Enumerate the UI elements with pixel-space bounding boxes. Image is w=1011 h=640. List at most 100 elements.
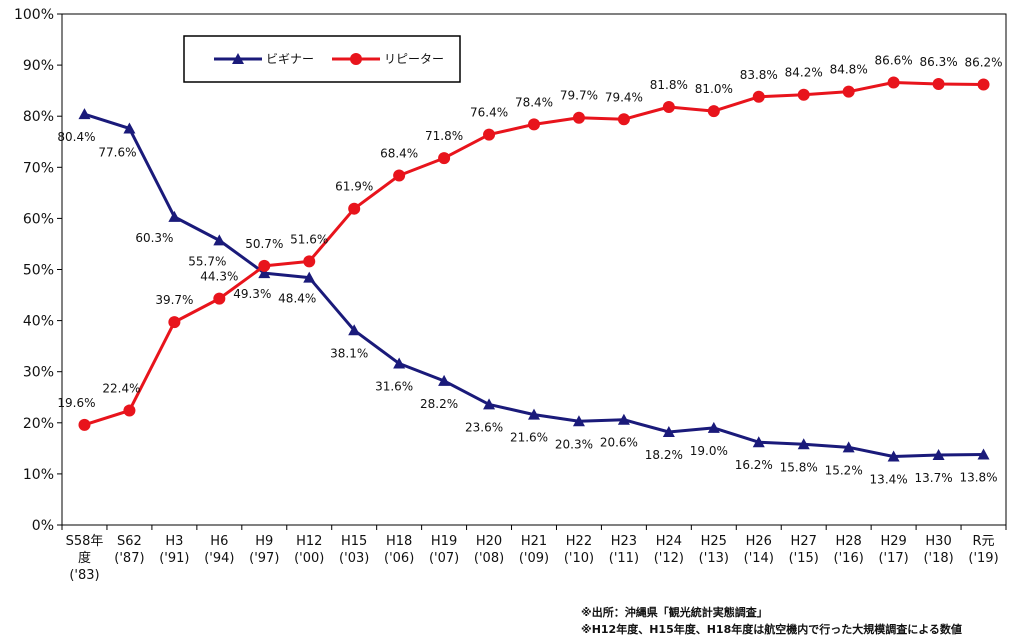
- beginner-point: [258, 267, 271, 279]
- beginner-point: [662, 425, 675, 437]
- survey-note: ※H12年度、H15年度、H18年度は航空機内で行った大規模調査による数値: [581, 622, 962, 636]
- beginner-point: [303, 271, 316, 283]
- repeater-data-label: 50.7%: [245, 237, 283, 251]
- repeater-data-label: 81.0%: [695, 82, 733, 96]
- repeater-point: [483, 128, 496, 141]
- repeater-point: [842, 85, 855, 98]
- beginner-data-label: 31.6%: [375, 380, 413, 394]
- legend-marker-beginner: [232, 53, 244, 64]
- y-tick-label: 30%: [23, 365, 54, 381]
- beginner-point: [348, 324, 361, 336]
- beginner-point: [168, 210, 181, 222]
- beginner-data-label: 80.4%: [57, 130, 95, 144]
- repeater-point: [932, 78, 945, 91]
- x-tick-label: H23 ('11): [609, 534, 639, 566]
- legend-label-repeater: リピーター: [384, 52, 444, 66]
- y-tick-label: 10%: [23, 467, 54, 483]
- x-tick-label: H27 ('15): [789, 534, 819, 566]
- repeater-data-label: 86.3%: [920, 55, 958, 69]
- legend-label-beginner: ビギナー: [266, 52, 314, 66]
- beginner-point: [123, 122, 136, 134]
- beginner-data-label: 13.7%: [915, 471, 953, 485]
- repeater-data-label: 68.4%: [380, 146, 418, 160]
- beginner-data-label: 13.8%: [959, 470, 997, 484]
- x-tick-label: H30 ('18): [923, 534, 953, 566]
- repeater-point: [887, 76, 900, 89]
- repeater-point: [528, 118, 540, 131]
- y-tick-label: 50%: [23, 263, 54, 279]
- beginner-data-label: 21.6%: [510, 431, 548, 445]
- x-tick-label: H28 ('16): [834, 534, 864, 566]
- repeater-point: [752, 90, 765, 103]
- beginner-data-label: 19.0%: [690, 444, 728, 458]
- repeater-point: [572, 111, 585, 124]
- y-tick-label: 90%: [23, 58, 54, 74]
- repeater-data-label: 86.2%: [964, 56, 1002, 70]
- x-tick-label: H3 ('91): [159, 534, 189, 566]
- repeater-data-label: 79.7%: [560, 89, 598, 103]
- repeater-data-label: 19.6%: [57, 396, 95, 410]
- beginner-point: [393, 357, 406, 369]
- repeater-point: [393, 169, 406, 182]
- beginner-point: [78, 108, 91, 120]
- beginner-data-label: 20.3%: [555, 437, 593, 451]
- x-tick-label: H9 ('97): [249, 534, 279, 566]
- beginner-data-label: 13.4%: [870, 473, 908, 487]
- beginner-point: [483, 398, 496, 410]
- repeater-point: [707, 105, 720, 118]
- y-tick-label: 60%: [23, 211, 54, 227]
- series-line-beginner: [84, 112, 984, 459]
- beginner-data-label: 28.2%: [420, 397, 458, 411]
- repeater-data-label: 83.8%: [740, 68, 778, 82]
- beginner-point: [438, 374, 451, 386]
- beginner-point: [572, 415, 585, 427]
- x-tick-label: H15 ('03): [339, 534, 369, 566]
- beginner-point: [887, 450, 900, 462]
- beginner-data-label: 60.3%: [135, 231, 173, 245]
- y-tick-label: 40%: [23, 314, 54, 330]
- repeater-point: [797, 88, 810, 101]
- repeater-point: [123, 404, 136, 417]
- x-tick-label: H29 ('17): [878, 534, 908, 566]
- beginner-data-label: 55.7%: [188, 254, 226, 268]
- beginner-data-label: 15.2%: [825, 463, 863, 477]
- repeater-data-label: 84.2%: [785, 66, 823, 80]
- repeater-point: [78, 418, 91, 431]
- x-tick-label: S58年度('83): [66, 534, 104, 583]
- repeater-data-label: 51.6%: [290, 232, 328, 246]
- y-tick-label: 70%: [23, 160, 54, 176]
- repeater-data-label: 86.6%: [875, 53, 913, 67]
- beginner-point: [213, 234, 226, 246]
- repeater-point: [168, 316, 181, 329]
- repeater-data-label: 71.8%: [425, 129, 463, 143]
- repeater-point: [348, 202, 361, 215]
- repeater-point: [617, 113, 630, 126]
- source-note: ※出所：沖縄県「観光統計実態調査」: [581, 605, 768, 619]
- repeater-data-label: 81.8%: [650, 78, 688, 92]
- x-tick-label: H26 ('14): [744, 534, 774, 566]
- beginner-data-label: 23.6%: [465, 420, 503, 434]
- repeater-data-label: 78.4%: [515, 95, 553, 109]
- beginner-point: [932, 448, 945, 460]
- repeater-data-label: 44.3%: [200, 270, 238, 284]
- x-tick-label: R元('19): [968, 534, 998, 566]
- x-tick-label: H6 ('94): [204, 534, 234, 566]
- x-tick-label: H24 ('12): [654, 534, 684, 566]
- repeater-data-label: 22.4%: [102, 382, 140, 396]
- x-tick-label: H12 ('00): [294, 534, 324, 566]
- repeater-point: [662, 101, 675, 114]
- x-tick-label: H22 ('10): [564, 534, 594, 566]
- x-tick-label: H20 ('08): [474, 534, 504, 566]
- y-tick-label: 100%: [14, 7, 54, 23]
- beginner-data-label: 16.2%: [735, 458, 773, 472]
- beginner-point: [707, 421, 720, 433]
- beginner-point: [977, 448, 990, 460]
- y-tick-label: 0%: [32, 518, 54, 534]
- beginner-data-label: 15.8%: [780, 460, 818, 474]
- repeater-point: [438, 152, 451, 165]
- repeater-point: [977, 78, 990, 91]
- beginner-data-label: 77.6%: [98, 145, 136, 159]
- beginner-data-label: 48.4%: [278, 292, 316, 306]
- beginner-data-label: 20.6%: [600, 436, 638, 450]
